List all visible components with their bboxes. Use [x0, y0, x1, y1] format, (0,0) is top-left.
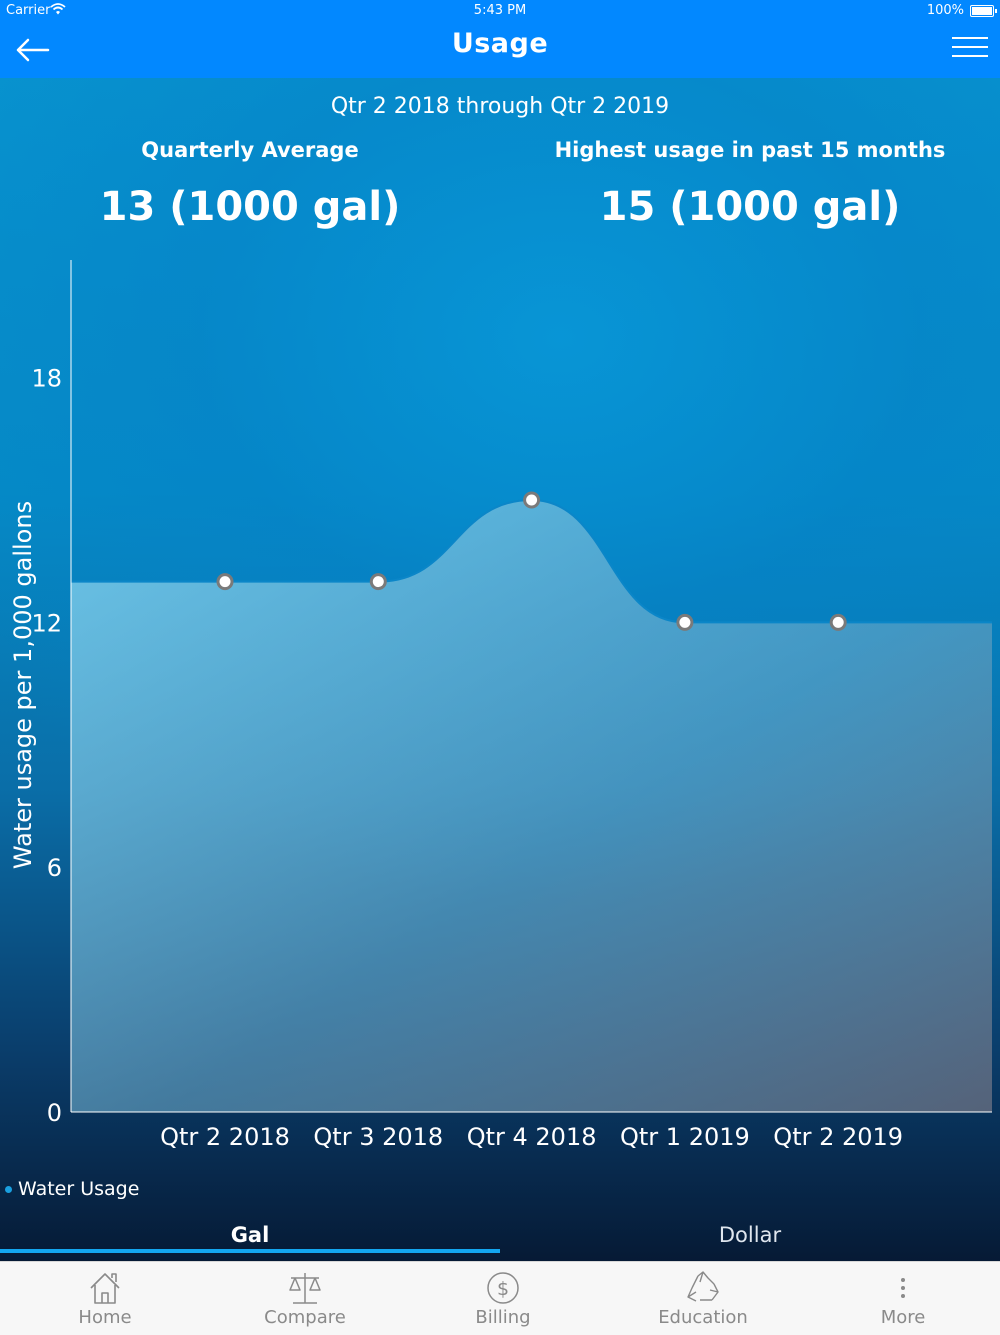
tab-education[interactable]: Education — [603, 1262, 803, 1335]
segment-dollar-label: Dollar — [718, 1223, 782, 1247]
arrow-left-icon[interactable] — [14, 32, 54, 68]
tab-compare[interactable]: Compare — [205, 1262, 405, 1335]
recycle-icon — [687, 1271, 719, 1302]
data-points — [216, 491, 847, 631]
data-point[interactable] — [523, 491, 541, 509]
x-ticks: Qtr 2 2018 Qtr 3 2018 Qtr 4 2018 Qtr 1 2019… — [160, 1123, 903, 1151]
tab-education-label: Education — [658, 1307, 748, 1328]
legend-swatch — [5, 1186, 12, 1193]
tab-more[interactable]: More — [803, 1262, 1000, 1335]
tab-home[interactable]: Home — [5, 1262, 205, 1335]
data-point[interactable] — [829, 613, 847, 631]
tab-home-label: Home — [78, 1307, 132, 1328]
legend-label: Water Usage — [18, 1178, 140, 1200]
x-tick-label: Qtr 2 2018 — [160, 1123, 290, 1151]
usage-area — [71, 500, 992, 1112]
tab-compare-label: Compare — [264, 1307, 346, 1328]
x-tick-label: Qtr 2 2019 — [773, 1123, 903, 1151]
usage-chart: Water usage per 1,000 gallons 0 6 12 18 Qtr… — [9, 260, 992, 1151]
more-vertical-icon — [901, 1278, 905, 1298]
home-icon — [90, 1273, 120, 1304]
y-axis-label: Water usage per 1,000 gallons — [9, 501, 37, 869]
highest-usage-value: 15 (1000 gal) — [599, 184, 901, 230]
usage-panel: Qtr 2 2018 through Qtr 2 2019 Quarterly … — [0, 78, 1000, 1261]
x-tick-label: Qtr 3 2018 — [313, 1123, 443, 1151]
battery-icon — [970, 5, 997, 17]
data-point[interactable] — [216, 573, 234, 591]
segment-selected-indicator — [0, 1249, 500, 1253]
quarterly-average-value: 13 (1000 gal) — [99, 184, 401, 230]
quarterly-average-label: Quarterly Average — [141, 138, 359, 162]
y-tick-label: 6 — [47, 854, 62, 882]
battery-percent: 100% — [926, 3, 964, 18]
y-ticks: 0 6 12 18 — [31, 365, 62, 1127]
dollar-coin-icon: $ — [487, 1272, 519, 1304]
data-point[interactable] — [369, 573, 387, 591]
svg-text:$: $ — [497, 1278, 509, 1300]
highest-usage-label: Highest usage in past 15 months — [554, 138, 946, 162]
y-tick-label: 12 — [31, 609, 62, 637]
segment-gal[interactable]: Gal — [0, 1218, 500, 1261]
tab-bar: Home Compare $ Billing Education More — [0, 1261, 1000, 1335]
y-tick-label: 18 — [31, 365, 62, 393]
page-title: Usage — [451, 28, 549, 59]
x-tick-label: Qtr 4 2018 — [467, 1123, 597, 1151]
clock: 5:43 PM — [473, 3, 527, 18]
segment-dollar[interactable]: Dollar — [500, 1218, 1000, 1261]
scale-icon — [289, 1273, 321, 1304]
chart-legend: Water Usage — [5, 1178, 139, 1200]
tab-billing-label: Billing — [475, 1307, 531, 1328]
carrier-label: Carrier — [6, 3, 51, 18]
data-point[interactable] — [676, 613, 694, 631]
hamburger-menu-icon[interactable] — [952, 32, 988, 62]
x-tick-label: Qtr 1 2019 — [620, 1123, 750, 1151]
tab-more-label: More — [880, 1307, 926, 1328]
status-bar: Carrier 5:43 PM 100% — [0, 0, 1000, 22]
wifi-icon — [50, 3, 66, 15]
y-tick-label: 0 — [47, 1099, 62, 1127]
date-range: Qtr 2 2018 through Qtr 2 2019 — [330, 94, 670, 119]
tab-billing[interactable]: $ Billing — [403, 1262, 603, 1335]
segment-gal-label: Gal — [230, 1223, 270, 1247]
navigation-bar: Usage — [0, 22, 1000, 78]
